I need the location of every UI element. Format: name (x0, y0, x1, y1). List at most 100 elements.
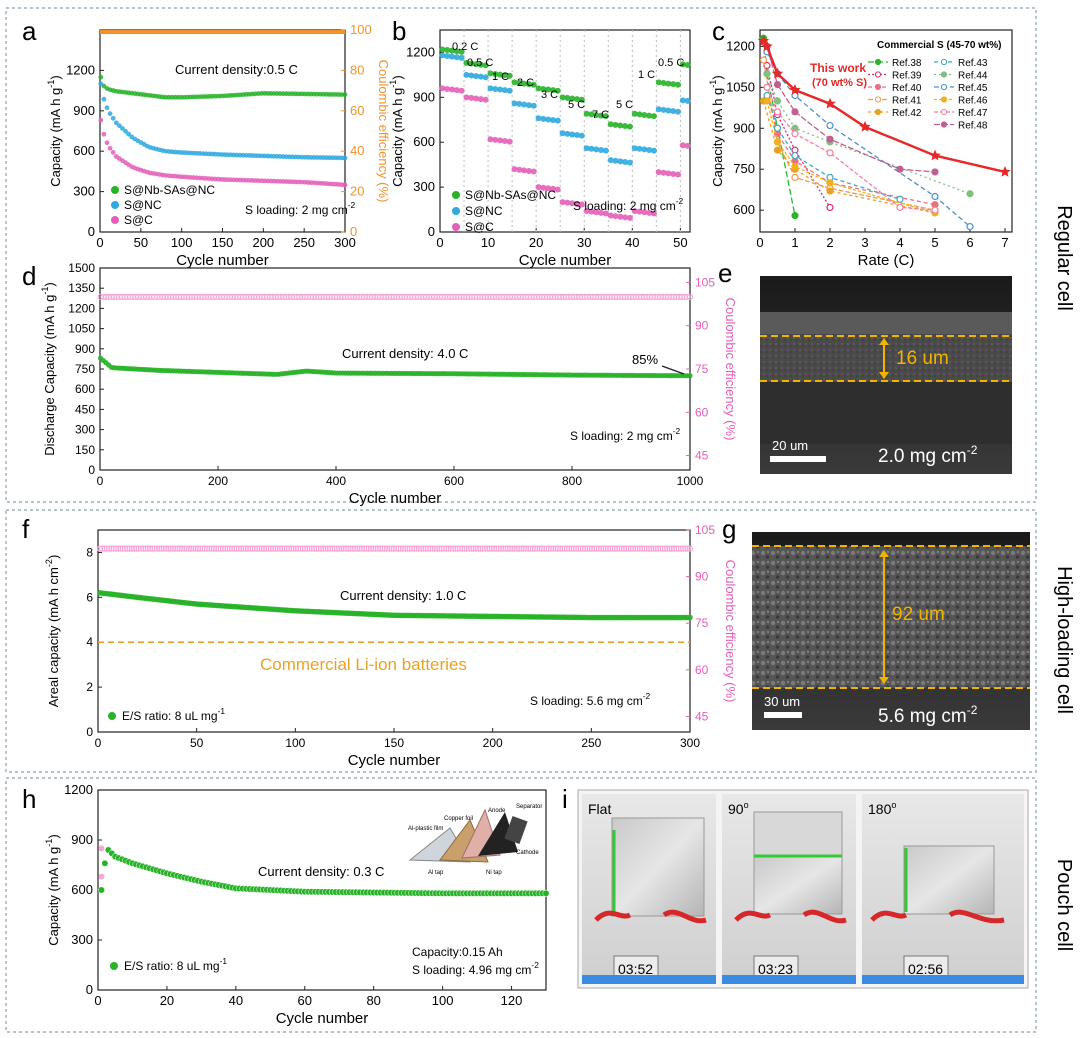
b-S@C-pt-0-0 (439, 85, 446, 92)
c-legend-label-2: Ref.40 (892, 83, 922, 94)
f-ce-pt-241 (645, 545, 653, 552)
c-legend-label-8: Ref.46 (958, 96, 988, 107)
f-ce-pt-164 (470, 545, 477, 552)
d-annotation: Current density: 4.0 C (342, 346, 468, 361)
b-S@Nb-SAs@NC-pt-0-1 (444, 47, 451, 54)
b-S@NC-pt-4-3 (549, 117, 556, 124)
c-this-work-sub: (70 wt% S) (812, 77, 867, 89)
c-Ref.47-pt-5 (931, 206, 939, 214)
f-ce-pt-31 (167, 545, 174, 552)
f-ce-pt-152 (443, 545, 450, 552)
b-S@NC-pt-2-4 (506, 87, 513, 94)
c-this-work-line (762, 40, 1006, 174)
sem-g-scale-label: 30 um (764, 694, 800, 709)
d-ce-pt-218 (684, 293, 691, 300)
sem-e-scale-bar (770, 456, 826, 462)
y-tick-label-f-3: 6 (86, 590, 93, 604)
panel-letter-g: g (722, 514, 736, 544)
y2-tick-label-a-3: 60 (350, 103, 364, 118)
f-ce-pt-233 (627, 545, 634, 552)
c-this-work-star-2 (771, 67, 784, 79)
f-ce-pt-169 (481, 545, 489, 552)
a-S@NC-pt-4 (110, 115, 116, 121)
b-S@NC-pt-4-2 (545, 116, 552, 123)
b-S@NC-pt-2-1 (492, 85, 499, 92)
x-tick-label-f-6: 300 (680, 736, 700, 750)
f-ce-pt-197 (545, 545, 552, 552)
x-tick-label-b-2: 20 (529, 235, 543, 250)
f-ce-pt-134 (402, 545, 409, 552)
x-tick-label-c-3: 3 (861, 235, 868, 250)
inset-label-al-tap: Al tap (428, 870, 444, 876)
b-S@C-pt-5-1 (564, 199, 571, 206)
c-this-work-star-7 (999, 165, 1011, 177)
y2-tick-label-a-5: 100 (350, 22, 372, 37)
b-S@NC-pt-3-0 (511, 100, 518, 107)
b-S@NC-pt-1-2 (473, 73, 480, 80)
f-ce-pt-239 (641, 545, 648, 552)
f-ce-pt-29 (162, 545, 170, 552)
c-legend-marker-6 (940, 71, 948, 78)
f-ce-pt-124 (379, 545, 386, 552)
f-ce-pt-88 (297, 545, 304, 552)
f-ce-pt-12 (124, 545, 131, 552)
y-tick-label-d-9: 1350 (68, 281, 95, 295)
panel-letter-h: h (22, 784, 36, 814)
f-ce-pt-105 (336, 545, 343, 552)
photo-90-glove (722, 975, 856, 984)
c-legend-marker-10 (940, 121, 948, 128)
b-S@C-pt-2-2 (497, 137, 504, 144)
y2-axis-label-d: Coulombic efficiency (%) (723, 298, 738, 441)
row-label-high-loading: High-loading cell (1053, 566, 1075, 714)
f-ce-pt-148 (434, 545, 441, 552)
b-S@NC-pt-1-1 (468, 72, 475, 79)
f-ce-pt-3 (103, 545, 110, 552)
b-legend-marker-1 (452, 207, 460, 215)
b-S@C-pt-9-2 (665, 170, 672, 177)
f-ce-pt-25 (153, 545, 161, 552)
f-ce-pt-34 (174, 545, 181, 552)
y-tick-label-a-3: 900 (73, 103, 95, 118)
f-ce-pt-43 (194, 545, 202, 552)
f-ce-pt-223 (604, 545, 612, 552)
y-tick-label-d-10: 1500 (68, 261, 95, 275)
b-S@NC-pt-6-3 (598, 147, 605, 154)
b-S@C-pt-9-1 (660, 169, 667, 176)
f-ce-pt-44 (197, 545, 204, 552)
f-ce-pt-15 (131, 545, 138, 552)
f-ce-pt-131 (395, 545, 402, 552)
c-legend-marker-8 (940, 96, 948, 103)
x-tick-label-f-4: 200 (483, 736, 503, 750)
h-capacity-pt-1 (101, 859, 109, 867)
c-Ref.47-pt-3 (826, 149, 834, 157)
b-S@NC-pt-10-1 (684, 97, 691, 104)
c-Ref.47-line (766, 87, 936, 211)
f-ce-pt-126 (383, 545, 391, 552)
b-S@C-pt-3-4 (530, 168, 537, 175)
f-ce-pt-234 (629, 545, 637, 552)
sem-e-loading-label: 2.0 mg cm-2 (878, 443, 978, 467)
y-tick-label-d-6: 900 (75, 342, 95, 356)
c-Ref.48-pt-4 (896, 165, 904, 173)
b-S@C-pt-2-1 (492, 136, 499, 143)
b-S@C-pt-6-0 (583, 208, 590, 215)
f-ce-pt-201 (554, 545, 561, 552)
sem-g-scale-bar (764, 712, 802, 718)
b-S@C-pt-3-0 (511, 166, 518, 173)
f-ce-pt-130 (393, 545, 400, 552)
f-ce-pt-166 (475, 545, 482, 552)
h-capacity-text: Capacity:0.15 Ah (412, 945, 503, 959)
y-tick-label-f-2: 4 (86, 635, 93, 649)
c-legend-marker-4 (874, 108, 882, 116)
x-tick-label-b-1: 10 (481, 235, 495, 250)
f-ce-pt-86 (292, 545, 299, 552)
b-S@C-pt-4-3 (549, 185, 556, 192)
b-S@C-pt-6-1 (588, 208, 595, 215)
b-S@Nb-SAs@NC-pt-9-2 (665, 80, 672, 87)
x-tick-label-b-0: 0 (436, 235, 443, 250)
b-S@C-pt-10-1 (684, 142, 691, 149)
b-S@C-pt-7-2 (617, 213, 624, 220)
f-ce-pt-186 (520, 545, 527, 552)
b-S@C-pt-8-0 (631, 208, 638, 215)
c-Ref.44-pt-4 (966, 190, 974, 198)
